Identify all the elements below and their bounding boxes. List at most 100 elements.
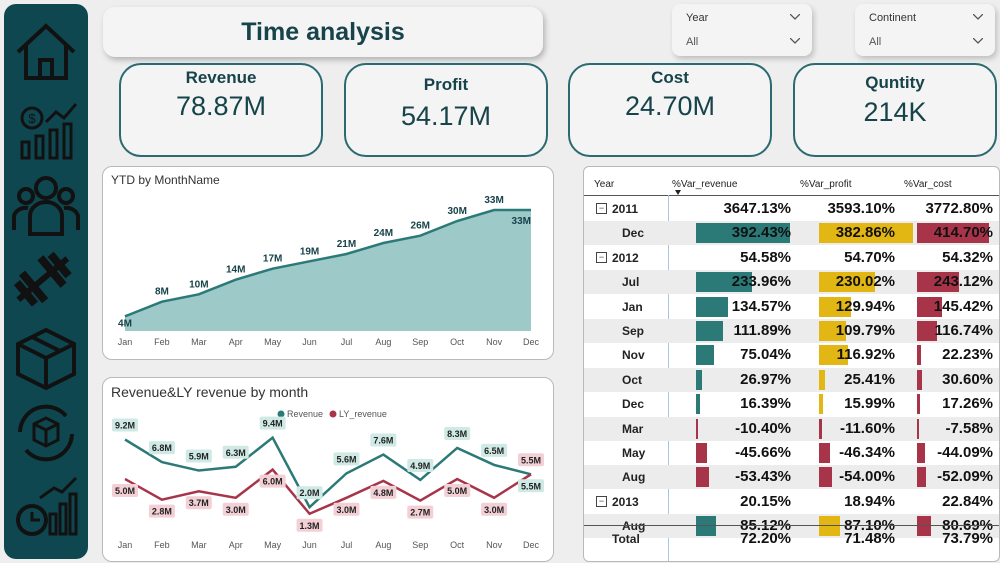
x-tick-label: Dec — [523, 337, 540, 347]
data-label: 2.7M — [407, 505, 434, 519]
collapse-icon[interactable]: − — [596, 251, 607, 263]
year-filter-value[interactable]: All — [686, 36, 699, 48]
cell-var-profit: 109.79% — [835, 322, 895, 339]
data-label: 3.7M — [185, 496, 212, 510]
row-label: Aug — [622, 470, 646, 485]
data-label: 3.0M — [222, 502, 249, 516]
month-row[interactable]: Dec 16.39% 15.99% 17.26% — [584, 392, 999, 416]
cell-var-cost: 22.84% — [942, 492, 993, 510]
cell-var-cost: 22.23% — [942, 346, 993, 364]
data-bar — [696, 345, 714, 366]
chart-title: Revenue&LY revenue by month — [111, 384, 309, 400]
x-tick-label: Apr — [229, 540, 243, 550]
data-bar — [696, 418, 699, 439]
year-row[interactable]: −2011 3647.13% 3593.10% 3772.80% — [584, 197, 999, 221]
column-header-var-profit[interactable]: %Var_profit — [800, 179, 852, 190]
cell-var-revenue: 134.57% — [731, 297, 791, 315]
revenue-chart-icon[interactable]: $ — [10, 96, 82, 166]
cell-var-profit: 116.92% — [836, 346, 895, 364]
row-label: May — [622, 446, 646, 460]
row-label: 2013 — [612, 494, 639, 509]
svg-text:9.4M: 9.4M — [263, 419, 283, 429]
column-header-var-cost[interactable]: %Var_cost — [904, 179, 952, 190]
home-icon[interactable] — [10, 16, 82, 86]
cell-var-revenue: 233.96% — [731, 273, 791, 291]
month-row[interactable]: Jul 233.96% 230.02% 243.12% — [584, 270, 999, 295]
cell-var-cost: 30.60% — [942, 370, 993, 388]
row-label: Oct — [622, 372, 643, 387]
column-header-year[interactable]: Year — [594, 179, 615, 190]
revenue-line — [124, 435, 532, 510]
data-label: 33M — [484, 195, 503, 206]
continent-filter-label: Continent — [869, 12, 917, 24]
dumbbell-icon[interactable] — [10, 248, 82, 318]
product-box-icon[interactable] — [10, 322, 82, 392]
customers-icon[interactable] — [10, 172, 82, 242]
data-bar — [696, 272, 753, 293]
x-tick-label: Aug — [375, 540, 391, 550]
collapse-icon[interactable]: − — [596, 203, 607, 214]
cell-var-profit: 230.02% — [835, 273, 895, 291]
total-label: Total — [612, 532, 640, 546]
svg-text:3.0M: 3.0M — [226, 505, 246, 515]
legend-label[interactable]: Revenue — [287, 409, 323, 419]
data-label: 4.9M — [407, 458, 434, 472]
x-tick-label: Nov — [486, 540, 503, 550]
month-row[interactable]: Oct 26.97% 25.41% 30.60% — [584, 367, 999, 392]
data-bar — [696, 223, 790, 244]
kpi-value: 24.70M — [624, 91, 716, 121]
data-label: 21M — [337, 239, 356, 250]
data-bar — [696, 516, 717, 537]
data-label: 19M — [300, 246, 319, 257]
cell-var-cost: 116.74% — [934, 322, 993, 339]
box-cycle-icon[interactable] — [10, 398, 82, 468]
kpi-label: Quntity — [865, 73, 925, 92]
kpi-value: 78.87M — [175, 91, 267, 121]
data-label: 3.0M — [333, 502, 360, 516]
kpi-card-profit: Profit 54.17M — [344, 63, 548, 157]
year-filter[interactable]: Year All — [672, 4, 812, 56]
cell-var-cost: 243.12% — [933, 273, 993, 291]
svg-text:5.6M: 5.6M — [336, 454, 356, 464]
data-label: 2.0M — [296, 486, 323, 500]
continent-filter[interactable]: Continent All — [855, 4, 995, 56]
svg-text:4.8M: 4.8M — [373, 488, 393, 498]
column-header-var-revenue[interactable]: %Var_revenue — [672, 179, 738, 190]
data-bar — [819, 516, 841, 537]
month-row[interactable]: Nov 75.04% 116.92% 22.23% — [584, 343, 999, 367]
data-bar — [917, 296, 943, 317]
svg-text:6.5M: 6.5M — [484, 446, 504, 456]
month-row[interactable]: May -45.66% -46.34% -44.09% — [584, 441, 999, 465]
legend-label[interactable]: LY_revenue — [339, 409, 387, 419]
row-label: 2011 — [612, 202, 639, 216]
cell-var-revenue: -53.43% — [735, 468, 791, 486]
month-row[interactable]: Sep 111.89% 109.79% 116.74% — [584, 319, 999, 343]
month-row[interactable]: Jan 134.57% 129.94% 145.42% — [584, 295, 999, 319]
chevron-down-icon[interactable] — [973, 38, 983, 44]
month-row[interactable]: Mar -10.40% -11.60% -7.58% — [584, 416, 999, 441]
revenue-ly-line-chart: Revenue LY_revenue 9.2M 6.8M 5.9M 6.3M 9.4M 2.0… — [112, 409, 544, 550]
x-tick-label: Jul — [341, 337, 353, 347]
collapse-icon[interactable]: − — [596, 495, 607, 507]
x-tick-label: Jun — [302, 540, 317, 550]
svg-text:8.3M: 8.3M — [447, 429, 467, 439]
svg-text:$: $ — [28, 111, 36, 126]
svg-text:3.0M: 3.0M — [336, 505, 356, 515]
chevron-down-icon[interactable] — [790, 38, 800, 44]
month-row[interactable]: Aug -53.43% -54.00% -52.09% — [584, 465, 999, 490]
cell-var-profit: -46.34% — [839, 444, 895, 461]
sort-desc-icon[interactable] — [675, 190, 681, 195]
x-tick-label: Oct — [450, 337, 465, 347]
cell-var-revenue: 26.97% — [740, 370, 791, 388]
month-row[interactable]: Dec 392.43% 382.86% 414.70% — [584, 221, 999, 246]
time-analysis-icon[interactable] — [10, 474, 82, 544]
row-label: Jan — [622, 299, 643, 314]
data-bar — [819, 443, 831, 463]
cell-var-revenue: 111.89% — [733, 322, 791, 339]
year-row[interactable]: −2012 54.58% 54.70% 54.32% — [584, 246, 999, 270]
chart-title: YTD by MonthName — [111, 173, 220, 187]
ly-revenue-line — [124, 467, 532, 516]
year-row[interactable]: −2013 20.15% 18.94% 22.84% — [584, 490, 999, 514]
continent-filter-value[interactable]: All — [869, 36, 882, 48]
cell-var-revenue: 75.04% — [740, 346, 791, 364]
